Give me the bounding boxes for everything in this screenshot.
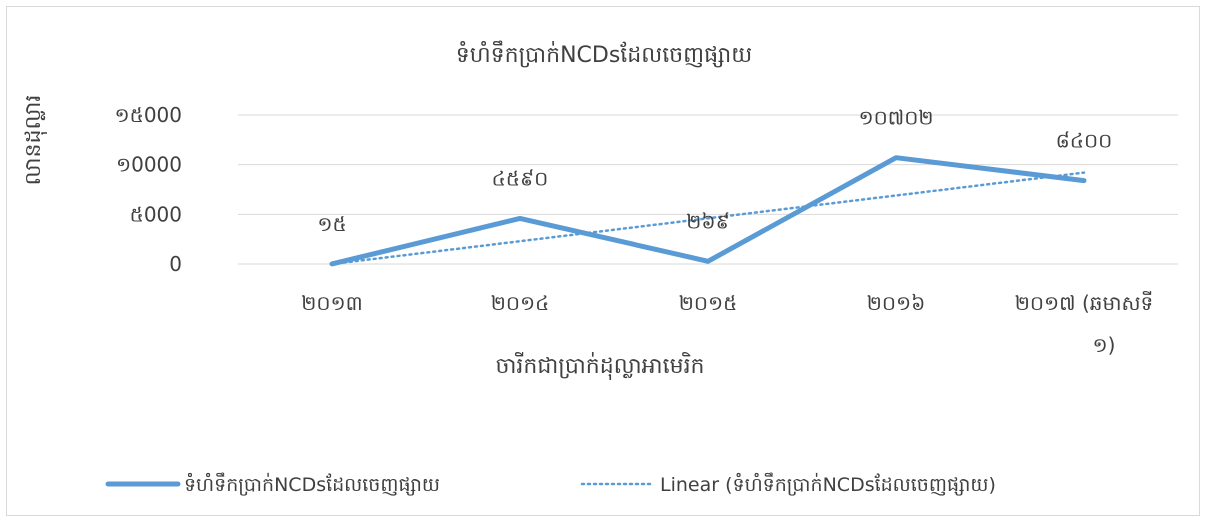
x-tick-label: ២០១៦ [867,291,926,315]
main-series-line [329,155,1087,267]
gridlines [238,114,1178,265]
chart-title: ទំហំទឹកប្រាក់NCDsដែលចេញផ្សាយ [456,40,752,68]
data-label: ១០៧០២ [859,106,934,130]
data-label: ៨៤០០ [1056,129,1113,153]
x-tick-label: ២០១៤ [491,291,550,315]
x-tick-label: ២០១៣ [301,291,363,315]
x-tick-label: ២០១៧ (ឆមាសទី១) [1015,290,1153,357]
data-label: ៤៥៩០ [492,166,549,190]
x-axis-title: ចារីកជាប្រាក់ដុល្លាអាមេរិក [495,352,704,380]
y-tick-label: 0 [169,252,182,276]
legend-label-trend: Linear (ទំហំទឹកប្រាក់NCDsដែលចេញផ្សាយ) [660,472,996,496]
data-label: ២៦៩ [686,209,729,233]
y-axis-tick-labels: 0 ៥000 ១0000 ១៥000 [115,103,182,276]
y-tick-label: ១៥000 [115,103,182,127]
x-axis-tick-labels: ២០១៣ ២០១៤ ២០១៥ ២០១៦ ២០១៧ (ឆមាសទី១) [301,290,1153,357]
data-label: ១៥ [317,212,346,236]
trendline-series [330,171,1086,266]
chart-frame [6,6,1200,516]
y-tick-label: ៥000 [130,202,182,226]
legend: ទំហំទឹកប្រាក់NCDsដែលចេញផ្សាយ Linear (ទំហំ… [105,472,996,496]
y-tick-label: ១0000 [116,153,182,177]
x-tick-label: ២០១៥ [679,291,738,315]
y-axis-title: លានដុល្លារ [21,95,47,186]
series-lines [329,155,1087,267]
legend-label-main: ទំហំទឹកប្រាក់NCDsដែលចេញផ្សាយ [184,472,440,496]
